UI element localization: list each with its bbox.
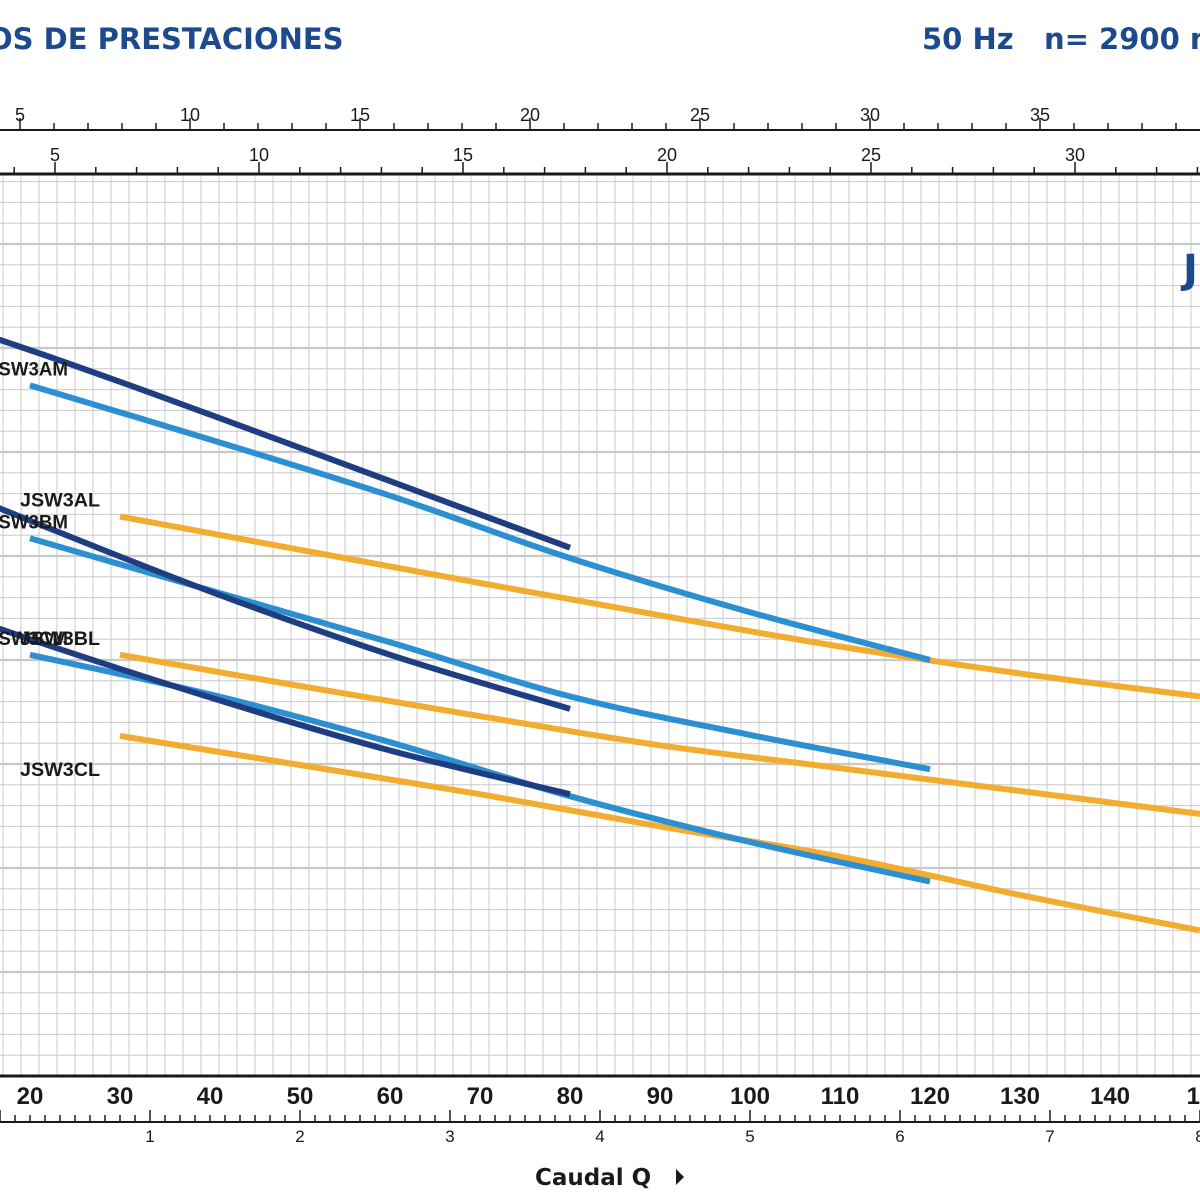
series-line-jsw3cm-dark — [0, 625, 571, 798]
x-tick-label: 110 — [821, 1083, 860, 1110]
x-tick-label: 15 — [1187, 1083, 1200, 1110]
series-label-jsw3am: JSW3AM — [0, 359, 68, 380]
bottom-secondary-tick-label: 1 — [145, 1127, 154, 1146]
bottom-secondary-tick-label: 2 — [295, 1127, 304, 1146]
series-line-jsw3bm-dark — [0, 505, 571, 712]
top-axis-1-tick-label: 5 — [15, 105, 25, 125]
x-tick-label: 130 — [1000, 1083, 1040, 1110]
bottom-secondary-tick-label: 5 — [745, 1127, 754, 1146]
series-line-jsw3al — [119, 513, 1200, 700]
top-axis-1-tick-label: 25 — [690, 105, 710, 125]
top-axis-2-tick-label: 25 — [861, 145, 881, 165]
series-label-jsw3al: JSW3AL — [20, 490, 100, 511]
brand-fragment: J — [1180, 247, 1198, 293]
top-axis-1-tick-label: 20 — [520, 105, 540, 125]
bottom-secondary-tick-label: 3 — [445, 1127, 454, 1146]
top-axis-2-tick-label: 15 — [453, 145, 473, 165]
x-tick-label: 40 — [197, 1083, 224, 1110]
top-axis-2-tick-label: 10 — [249, 145, 269, 165]
series-label-jsw3bm: JSW3BM — [0, 512, 68, 533]
x-tick-label: 20 — [17, 1083, 44, 1110]
series-label-jsw3bl: JSW3BL — [20, 629, 100, 650]
top-axis-1-tick-label: 30 — [860, 105, 880, 125]
speed-label: n= 2900 m — [1044, 22, 1200, 56]
series-label-jsw3cl: JSW3CL — [20, 760, 100, 781]
top-axis-1-tick-label: 10 — [180, 105, 200, 125]
top-axis-2-tick-label: 5 — [50, 145, 60, 165]
series-line-jsw3bl — [119, 651, 1200, 817]
bottom-secondary-tick-label: 4 — [595, 1127, 604, 1146]
top-axis-2-tick-label: 30 — [1065, 145, 1085, 165]
x-tick-label: 90 — [647, 1083, 674, 1110]
bottom-secondary-tick-label: 7 — [1045, 1127, 1054, 1146]
series-line-jsw3cl — [119, 732, 1200, 934]
series-labels: JSW3AM JSW3ALJSW3BM JSW3BLJSW3CM JSW3CL — [0, 359, 100, 780]
top-axis-1-tick-label: 35 — [1030, 105, 1050, 125]
x-axis-label: Caudal Q — [535, 1165, 651, 1191]
x-axis-arrow-icon — [676, 1169, 684, 1185]
x-tick-label: 70 — [467, 1083, 494, 1110]
series-line-jsw3am-dark — [0, 336, 572, 551]
series — [0, 336, 1200, 934]
chart-header: OS DE PRESTACIONES 50 Hz n= 2900 m — [0, 0, 1200, 90]
x-tick-label: 50 — [287, 1083, 314, 1110]
x-tick-label: 140 — [1090, 1083, 1130, 1110]
x-tick-label: 100 — [730, 1083, 770, 1110]
top-axis-1-tick-label: 15 — [350, 105, 370, 125]
top-axis-2-tick-label: 20 — [657, 145, 677, 165]
x-tick-label: 120 — [910, 1083, 950, 1110]
x-tick-label: 80 — [557, 1083, 584, 1110]
bottom-secondary-tick-label: 6 — [895, 1127, 904, 1146]
x-tick-label: 30 — [107, 1083, 134, 1110]
series-line-jsw3am — [29, 382, 931, 663]
series-label-jsw3cm: JSW3CM — [0, 629, 68, 650]
frequency-label: 50 Hz — [922, 22, 1014, 56]
x-tick-label: 60 — [377, 1083, 404, 1110]
bottom-secondary-tick-label: 8 — [1195, 1127, 1200, 1146]
grid — [0, 174, 1200, 1078]
chart-title: OS DE PRESTACIONES — [0, 22, 344, 56]
